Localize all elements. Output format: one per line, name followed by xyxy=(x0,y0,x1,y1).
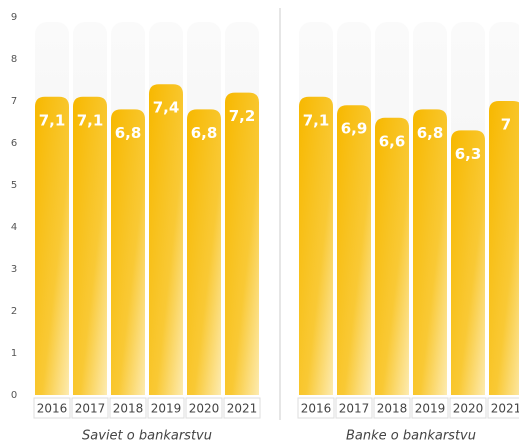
year-box xyxy=(449,397,487,419)
value-label: 7 xyxy=(501,116,511,134)
x-tick-label: 2017 xyxy=(339,402,370,416)
y-tick-label: 0 xyxy=(11,390,17,401)
bar xyxy=(111,109,145,396)
value-label: 6,9 xyxy=(341,120,368,138)
year-box xyxy=(373,397,411,419)
x-tick-label: 2020 xyxy=(189,402,220,416)
value-label: 7,1 xyxy=(77,111,104,129)
value-label: 7,2 xyxy=(229,107,256,125)
value-label: 7,1 xyxy=(303,111,330,129)
bar xyxy=(337,105,371,395)
year-box xyxy=(33,397,71,419)
y-tick-label: 2 xyxy=(11,306,17,317)
y-tick-label: 9 xyxy=(11,12,17,23)
year-box xyxy=(411,397,449,419)
bar xyxy=(225,92,259,395)
x-tick-label: 2018 xyxy=(113,402,144,416)
y-tick-label: 7 xyxy=(11,96,17,107)
year-box xyxy=(71,397,109,419)
x-tick-label: 2019 xyxy=(415,402,446,416)
x-tick-label: 2019 xyxy=(151,402,182,416)
year-box xyxy=(185,397,223,419)
y-tick-label: 1 xyxy=(11,348,17,359)
x-tick-label: 2021 xyxy=(227,402,258,416)
chart-title: Saviet o bankarstvu xyxy=(82,429,212,444)
bar xyxy=(149,84,183,395)
value-label: 6,6 xyxy=(379,132,406,150)
value-label: 6,8 xyxy=(417,124,444,142)
value-label: 6,8 xyxy=(115,124,142,142)
bar xyxy=(187,109,221,396)
year-box xyxy=(147,397,185,419)
year-box xyxy=(109,397,147,419)
x-tick-label: 2018 xyxy=(377,402,408,416)
chart-title: Banke o bankarstvu xyxy=(346,429,476,444)
bar xyxy=(73,96,107,396)
bar xyxy=(413,109,447,396)
value-label: 6,8 xyxy=(191,124,218,142)
year-box xyxy=(487,397,519,419)
bar xyxy=(375,117,409,396)
x-tick-label: 2016 xyxy=(37,402,68,416)
x-tick-label: 2016 xyxy=(301,402,332,416)
y-tick-label: 4 xyxy=(11,222,17,233)
x-tick-label: 2020 xyxy=(453,402,484,416)
value-label: 7,1 xyxy=(39,111,66,129)
y-tick-label: 5 xyxy=(11,180,17,191)
value-label: 6,3 xyxy=(455,145,482,163)
year-box xyxy=(223,397,261,419)
y-tick-label: 3 xyxy=(11,264,17,275)
bar xyxy=(299,96,333,396)
bar xyxy=(35,96,69,396)
year-box xyxy=(335,397,373,419)
x-tick-label: 2017 xyxy=(75,402,106,416)
bar xyxy=(451,130,485,395)
y-tick-label: 6 xyxy=(11,138,17,149)
bar xyxy=(489,101,519,395)
y-tick-label: 8 xyxy=(11,54,17,65)
value-label: 7,4 xyxy=(153,99,180,117)
x-tick-label: 2021 xyxy=(491,402,519,416)
year-box xyxy=(297,397,335,419)
